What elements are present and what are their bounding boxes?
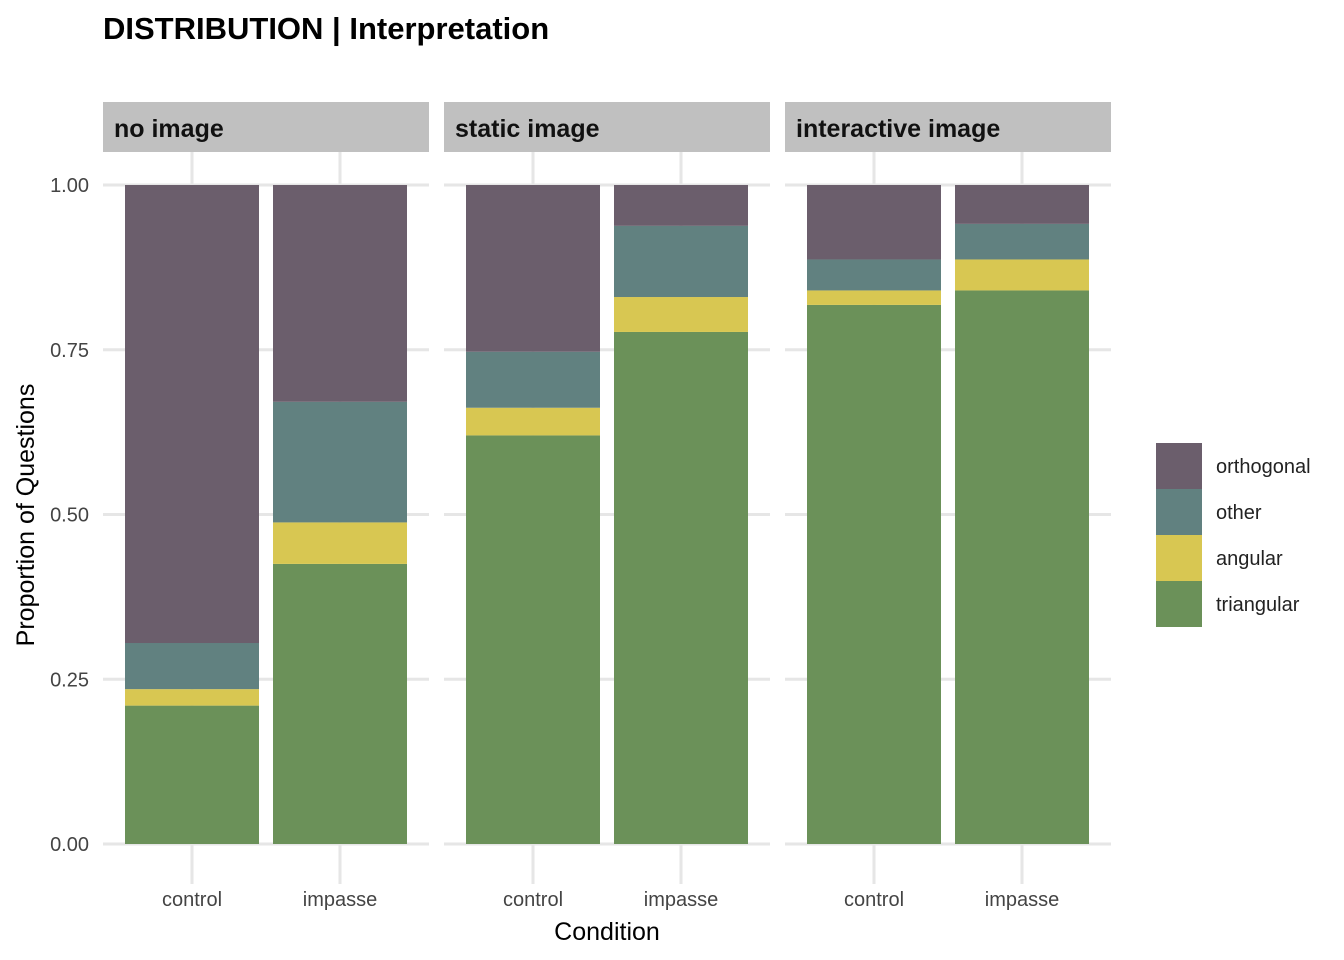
- x-tick-label: impasse: [644, 889, 718, 911]
- bar-segment-other: [125, 643, 259, 690]
- bar-segment-orthogonal: [955, 185, 1089, 224]
- panel-strip-1: [444, 102, 770, 152]
- legend-label-triangular: triangular: [1216, 594, 1300, 616]
- legend: orthogonal other angular triangular: [1156, 443, 1311, 627]
- x-axis-title: Condition: [554, 918, 660, 946]
- x-tick-label: control: [503, 889, 563, 911]
- panel-strip-layer: no image static image interactive image: [103, 102, 1111, 152]
- bar-segment-orthogonal: [125, 185, 259, 644]
- panel-strip-2: [785, 102, 1111, 152]
- bar-segment-triangular: [955, 290, 1089, 844]
- bar-segment-triangular: [273, 563, 407, 844]
- axis-layer: control impasse control impasse control impas…: [50, 175, 1059, 911]
- bar-segment-orthogonal: [807, 185, 941, 260]
- bar-segment-angular: [273, 522, 407, 564]
- legend-label-orthogonal: orthogonal: [1216, 456, 1311, 478]
- bar-segment-other: [955, 223, 1089, 260]
- bar-segment-other: [466, 351, 600, 408]
- bar-segment-angular: [466, 407, 600, 436]
- panel-label: interactive image: [796, 115, 1000, 143]
- bar-segment-orthogonal: [614, 185, 748, 226]
- bar-segment-angular: [955, 259, 1089, 291]
- y-axis-title: Proportion of Questions: [12, 384, 40, 647]
- legend-label-angular: angular: [1216, 548, 1283, 570]
- bar-segment-angular: [807, 290, 941, 305]
- bar-layer: [125, 185, 1089, 844]
- bar-segment-triangular: [807, 304, 941, 844]
- chart-title: DISTRIBUTION | Interpretation: [103, 11, 549, 46]
- bar-segment-angular: [125, 689, 259, 706]
- x-tick-label: impasse: [985, 889, 1059, 911]
- bar-segment-other: [807, 259, 941, 291]
- legend-key-triangular: [1156, 581, 1202, 627]
- y-tick-label: 0.25: [50, 669, 89, 691]
- bar-segment-orthogonal: [273, 185, 407, 402]
- bar-segment-triangular: [466, 435, 600, 844]
- bar-segment-other: [273, 401, 407, 523]
- panel-label: no image: [114, 115, 224, 143]
- bar-segment-triangular: [125, 705, 259, 844]
- legend-label-other: other: [1216, 502, 1262, 524]
- legend-key-orthogonal: [1156, 443, 1202, 489]
- bar-segment-angular: [614, 297, 748, 332]
- panel-strip-0: [103, 102, 429, 152]
- x-tick-label: impasse: [303, 889, 377, 911]
- panel-label: static image: [455, 115, 600, 143]
- bar-segment-orthogonal: [466, 185, 600, 352]
- bar-segment-triangular: [614, 331, 748, 844]
- x-tick-label: control: [162, 889, 222, 911]
- x-tick-label: control: [844, 889, 904, 911]
- legend-key-other: [1156, 489, 1202, 535]
- y-tick-label: 1.00: [50, 175, 89, 197]
- y-tick-label: 0.75: [50, 340, 89, 362]
- bar-segment-other: [614, 225, 748, 298]
- y-tick-label: 0.50: [50, 505, 89, 527]
- legend-key-angular: [1156, 535, 1202, 581]
- y-tick-label: 0.00: [50, 834, 89, 856]
